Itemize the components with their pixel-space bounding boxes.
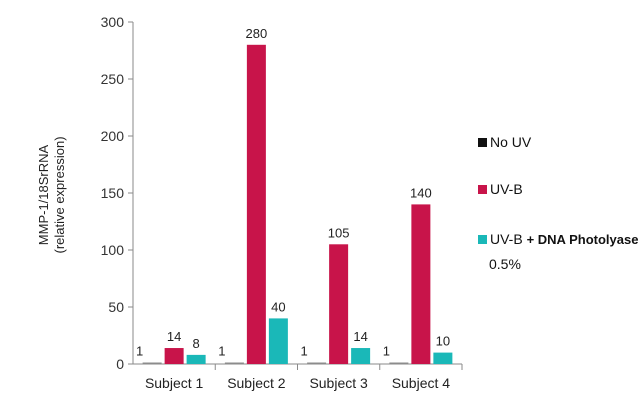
y-tick-label: 250 <box>101 71 125 87</box>
x-tick-label: Subject 1 <box>145 375 204 391</box>
legend-label: No UV <box>490 134 532 150</box>
bar <box>351 348 371 364</box>
bar-value-label: 140 <box>410 185 432 200</box>
y-axis-title-line1: MMP-1/18SrRNA <box>36 144 51 245</box>
x-tick-label: Subject 2 <box>227 375 286 391</box>
bar-value-label: 14 <box>353 329 367 344</box>
legend-swatch <box>478 235 487 244</box>
bar <box>389 362 409 364</box>
x-tick-label: Subject 4 <box>392 375 451 391</box>
y-tick-label: 100 <box>101 242 125 258</box>
legend-label-sub: 0.5% <box>489 256 521 272</box>
legend: No UV UV-B UV-B + DNA Photolyase 0.5% <box>478 134 638 272</box>
bar <box>307 362 327 364</box>
y-axis-title-line2: (relative expression) <box>52 136 67 253</box>
bar <box>186 354 206 364</box>
bar-value-label: 40 <box>271 299 285 314</box>
bar-value-label: 1 <box>218 344 225 359</box>
bar <box>268 318 288 364</box>
bar <box>246 44 266 365</box>
bar <box>142 362 162 364</box>
bar-value-label: 1 <box>301 344 308 359</box>
bar <box>411 204 431 364</box>
y-tick-label: 300 <box>101 14 125 30</box>
y-tick-label: 150 <box>101 185 125 201</box>
bar-value-label: 14 <box>167 329 181 344</box>
y-axis-ticks: 0 50 100 150 200 250 300 <box>101 14 133 372</box>
legend-swatch <box>478 185 487 194</box>
bar-value-label: 10 <box>436 334 450 349</box>
bar <box>164 348 184 364</box>
category-labels: Subject 1 Subject 2 Subject 3 Subject 4 <box>145 375 450 391</box>
y-tick-label: 50 <box>108 299 124 315</box>
bar-value-label: 1 <box>383 344 390 359</box>
legend-swatch <box>478 138 487 147</box>
bar-value-label: 1 <box>136 344 143 359</box>
bar <box>433 352 453 364</box>
bar-value-label: 280 <box>246 26 268 41</box>
bar-value-label: 105 <box>328 225 350 240</box>
bar <box>329 244 349 364</box>
y-tick-label: 200 <box>101 128 125 144</box>
legend-label: UV-B + DNA Photolyase <box>490 231 638 247</box>
x-tick-label: Subject 3 <box>309 375 368 391</box>
data-labels: 1 14 8 1 280 40 1 105 14 1 140 10 <box>136 26 450 359</box>
y-tick-label: 0 <box>116 356 124 372</box>
bar <box>224 362 244 364</box>
y-axis-title: MMP-1/18SrRNA (relative expression) <box>36 136 67 253</box>
bar-value-label: 8 <box>193 336 200 351</box>
chart-bars <box>142 44 453 365</box>
legend-label: UV-B <box>490 181 523 197</box>
